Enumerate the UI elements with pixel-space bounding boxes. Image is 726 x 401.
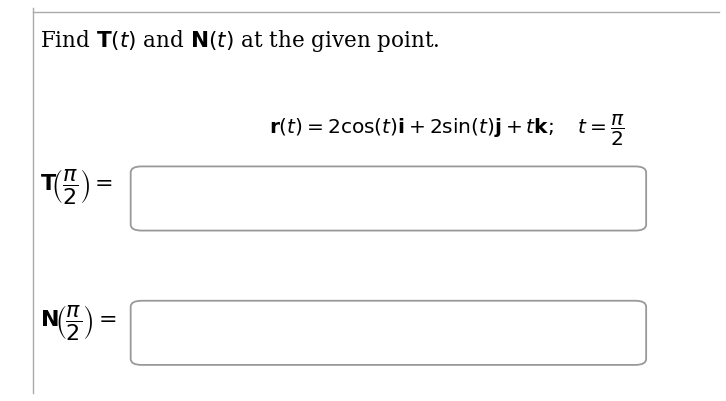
Text: $\mathbf{r}(t) = 2\cos(t)\mathbf{i} + 2\sin(t)\mathbf{j} + t\mathbf{k}; \quad t : $\mathbf{r}(t) = 2\cos(t)\mathbf{i} + 2\… — [269, 112, 624, 148]
FancyBboxPatch shape — [131, 301, 646, 365]
Text: Find $\mathbf{T}(t)$ and $\mathbf{N}(t)$ at the given point.: Find $\mathbf{T}(t)$ and $\mathbf{N}(t)$… — [40, 28, 439, 54]
FancyBboxPatch shape — [131, 166, 646, 231]
Text: $\mathbf{N}\!\left(\dfrac{\pi}{2}\right) =$: $\mathbf{N}\!\left(\dfrac{\pi}{2}\right)… — [40, 303, 117, 342]
Text: $\mathbf{T}\!\left(\dfrac{\pi}{2}\right) =$: $\mathbf{T}\!\left(\dfrac{\pi}{2}\right)… — [40, 167, 113, 206]
